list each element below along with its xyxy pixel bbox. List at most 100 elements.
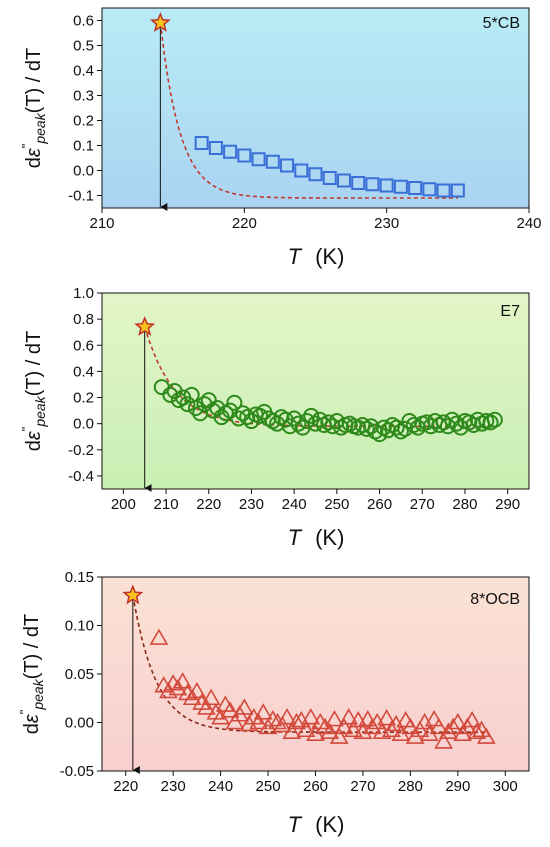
- data-point: [226, 394, 243, 411]
- data-point: [450, 183, 465, 198]
- y-tick-label: 0.10: [65, 618, 94, 635]
- x-tick-label: 260: [367, 496, 392, 513]
- data-point: [438, 722, 458, 740]
- y-axis-label-5cb: dε"peak(T) / dT: [19, 48, 48, 168]
- data-point: [377, 709, 397, 726]
- y-tick-label: -0.05: [60, 763, 94, 780]
- data-point: [448, 712, 468, 730]
- data-point: [322, 171, 337, 185]
- data-point: [320, 722, 340, 740]
- data-point: [382, 720, 401, 738]
- plot-area-8ocb: [102, 577, 529, 771]
- data-point: [408, 181, 423, 195]
- x-tick-label: 300: [493, 778, 518, 795]
- data-point: [179, 396, 196, 413]
- x-tick-label: 240: [516, 215, 541, 232]
- chart-panel-e7: 200 210 220 230 240 250 260 270 280 290 -0.4 -0.2 0…: [19, 285, 530, 550]
- data-point: [223, 144, 238, 159]
- data-point: [329, 727, 349, 744]
- y-tick-label: 0.00: [65, 715, 94, 732]
- x-tick-label: 220: [113, 778, 138, 795]
- data-point: [220, 701, 240, 718]
- y-tick-label: 0.0: [73, 163, 94, 180]
- data-point: [462, 710, 482, 728]
- y-tick-label: 0.2: [73, 113, 94, 130]
- x-tick-label: 270: [350, 778, 375, 795]
- data-point: [424, 709, 444, 727]
- data-point: [268, 712, 287, 730]
- y-tick-label: 0.05: [65, 666, 94, 683]
- y-tick-label: 0.6: [73, 13, 94, 30]
- data-point: [401, 717, 420, 735]
- data-point: [208, 141, 223, 155]
- data-point: [277, 708, 297, 725]
- data-point: [253, 703, 273, 720]
- panel-label-5cb: 5*CB: [483, 15, 520, 32]
- data-point: [436, 183, 451, 198]
- data-point: [409, 419, 426, 436]
- data-point: [265, 154, 280, 169]
- panel-label-8ocb: 8*OCB: [470, 591, 520, 608]
- data-point: [149, 628, 169, 645]
- data-point: [187, 399, 204, 416]
- data-point: [282, 722, 302, 740]
- plot-area-e7: [102, 293, 529, 489]
- data-point: [363, 717, 382, 735]
- y-tick-label: 0.4: [73, 63, 94, 80]
- data-point: [476, 727, 496, 744]
- data-point: [354, 416, 371, 433]
- data-point: [448, 415, 465, 432]
- data-point: [467, 722, 487, 740]
- x-tick-label: 240: [282, 496, 307, 513]
- data-point: [237, 148, 252, 163]
- plot-frame-5cb: [101, 7, 530, 209]
- data-point: [324, 418, 341, 435]
- x-tick-label: 290: [495, 496, 520, 513]
- data-point: [301, 708, 321, 725]
- x-tick-label: 250: [324, 496, 349, 513]
- data-point: [443, 717, 463, 735]
- data-point: [397, 420, 414, 437]
- data-point: [263, 709, 283, 727]
- data-point: [281, 418, 298, 435]
- y-tick-label: -0.2: [68, 442, 94, 459]
- data-point: [298, 413, 315, 430]
- x-tick-label: 210: [89, 215, 114, 232]
- y-tick-label: 0.8: [73, 311, 94, 328]
- x-axis-label-8ocb: T (K): [288, 812, 345, 837]
- data-point: [194, 136, 209, 150]
- data-point: [303, 407, 320, 424]
- data-point: [348, 710, 368, 728]
- data-point: [173, 672, 193, 689]
- transition-star-marker: [134, 316, 156, 336]
- x-tick-label: 210: [154, 496, 179, 513]
- y-tick-label: 0.15: [65, 569, 94, 586]
- data-point: [187, 681, 207, 699]
- data-point: [196, 698, 216, 715]
- transition-star-marker: [149, 12, 171, 32]
- x-tick-label: 270: [410, 496, 435, 513]
- y-tick-label: 1.0: [73, 285, 94, 302]
- data-point: [380, 422, 397, 439]
- x-tick-label: 230: [374, 215, 399, 232]
- data-point: [351, 176, 366, 190]
- data-point: [294, 163, 309, 178]
- data-point: [201, 688, 221, 706]
- data-point: [280, 158, 295, 173]
- data-point: [308, 167, 323, 182]
- x-tick-label: 290: [445, 778, 470, 795]
- data-point: [234, 698, 254, 715]
- data-point: [434, 732, 453, 749]
- y-axis-label-e7: dε"peak(T) / dT: [19, 331, 48, 451]
- panel-label-e7: E7: [500, 303, 520, 320]
- y-tick-label: 0.6: [73, 337, 94, 354]
- plot-frame-e7: [101, 292, 530, 490]
- fit-curve: [132, 595, 487, 733]
- data-point: [307, 415, 324, 432]
- x-tick-label: 230: [239, 496, 264, 513]
- y-tick-label: 0.5: [73, 38, 94, 55]
- x-tick-label: 220: [196, 496, 221, 513]
- data-point: [388, 419, 405, 436]
- y-tick-label: 0.1: [73, 138, 94, 155]
